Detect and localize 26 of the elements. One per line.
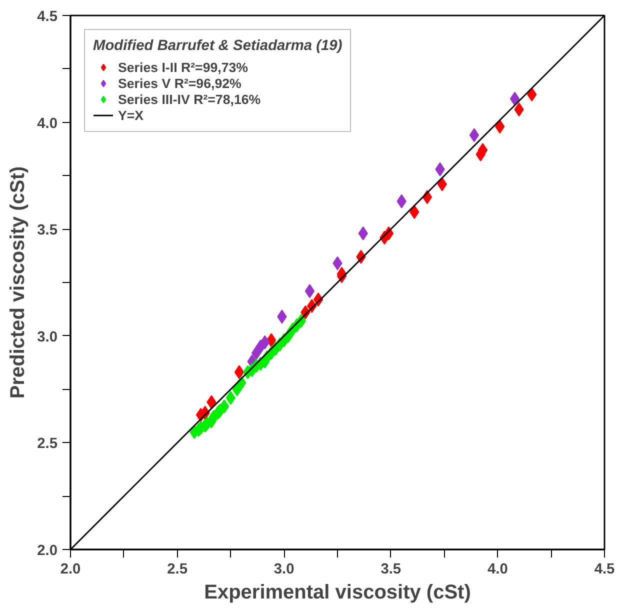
point <box>469 128 480 142</box>
x-tick-label: 3.5 <box>380 562 402 578</box>
x-tick-label: 4.0 <box>488 562 508 578</box>
point <box>219 399 230 414</box>
y-tick-label: 3.5 <box>37 222 58 239</box>
y-axis-title: Predicted viscosity (cSt) <box>7 166 30 399</box>
x-tick-label: 2.5 <box>167 562 188 578</box>
legend-label: Series V R²=96,92% <box>118 75 242 91</box>
y-tick-label: 2.0 <box>37 543 58 559</box>
y-tick-label: 4.5 <box>37 9 58 25</box>
x-tick-label: 3.0 <box>274 562 294 578</box>
x-tick-label: 4.5 <box>594 562 615 578</box>
legend-label: Y=X <box>118 107 144 123</box>
point <box>226 390 236 405</box>
y-tick-label: 3.0 <box>37 329 58 346</box>
x-tick-label: 2.0 <box>60 562 81 578</box>
y-tick-label: 2.5 <box>37 436 58 452</box>
point <box>304 284 315 298</box>
legend-title: Modified Barrufet & Setiadarma (19) <box>93 38 342 54</box>
point <box>234 365 244 380</box>
x-axis-title: Experimental viscosity (cSt) <box>204 582 471 604</box>
y-tick-label: 4.0 <box>37 116 58 132</box>
legend-label: Series I-II R²=99,73% <box>118 59 248 75</box>
legend-label: Series III-IV R²=78,16% <box>118 91 261 107</box>
point <box>266 333 276 348</box>
point <box>510 92 520 106</box>
